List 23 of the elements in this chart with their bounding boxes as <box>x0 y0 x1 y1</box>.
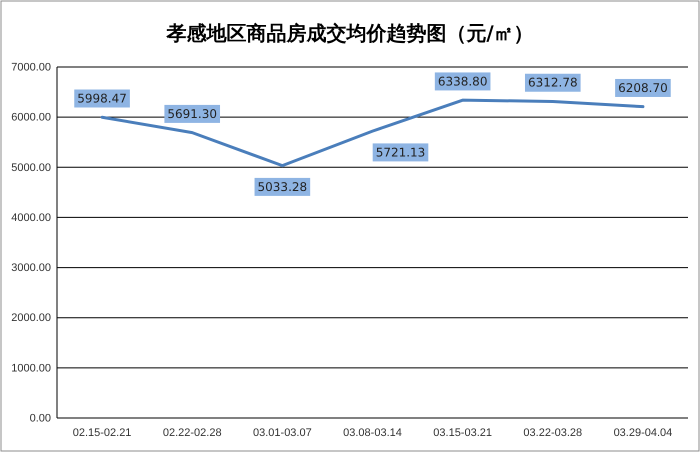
data-label: 5691.30 <box>167 106 218 121</box>
x-tick-label: 03.01-03.07 <box>253 426 312 439</box>
y-tick-label: 1000.00 <box>11 362 51 374</box>
data-label: 6338.80 <box>438 74 488 88</box>
y-tick-label: 7000.00 <box>11 62 51 74</box>
x-tick-label: 02.15-02.21 <box>72 426 132 439</box>
y-tick-label: 6000.00 <box>11 112 51 124</box>
data-label: 6312.78 <box>528 76 578 90</box>
data-label: 5998.47 <box>77 92 127 106</box>
x-tick-label: 02.22-02.28 <box>162 426 222 439</box>
y-tick-label: 5000.00 <box>11 162 51 174</box>
y-tick-label: 4000.00 <box>11 212 51 224</box>
x-tick-label: 03.22-03.28 <box>523 426 582 439</box>
x-tick-label: 03.29-04.04 <box>614 426 672 439</box>
x-tick-label: 03.15-03.21 <box>433 426 492 439</box>
data-label: 5721.13 <box>376 145 426 160</box>
x-tick-label: 03.08-03.14 <box>343 426 402 439</box>
y-tick-label: 3000.00 <box>11 262 51 274</box>
y-tick-label: 2000.00 <box>11 312 51 324</box>
chart-title: 孝感地区商品房成交均价趋势图（元/㎡） <box>165 21 534 45</box>
y-tick-label: 0.00 <box>30 412 51 425</box>
data-label: 6208.70 <box>618 80 668 95</box>
data-label: 5033.28 <box>258 180 308 194</box>
